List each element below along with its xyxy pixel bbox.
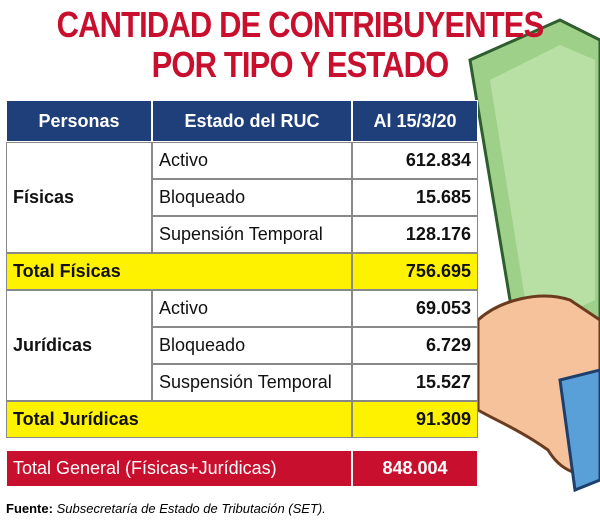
source-label: Fuente:	[6, 501, 53, 516]
group-name: Jurídicas	[6, 290, 152, 401]
total-label: Total Jurídicas	[6, 401, 352, 438]
status-cell: Suspensión Temporal	[152, 364, 352, 401]
header-cell: Estado del RUC	[152, 100, 352, 142]
status-cell: Bloqueado	[152, 179, 352, 216]
title-line: CANTIDAD DE CONTRIBUYENTES	[56, 4, 545, 45]
count-cell: 15.685	[352, 179, 478, 216]
group-name: Físicas	[6, 142, 152, 253]
count-cell: 128.176	[352, 216, 478, 253]
total-label: Total Físicas	[6, 253, 352, 290]
count-cell: 6.729	[352, 327, 478, 364]
source-text: Subsecretaría de Estado de Tributación (…	[56, 501, 326, 516]
count-cell: 612.834	[352, 142, 478, 179]
count-cell: 69.053	[352, 290, 478, 327]
status-cell: Supensión Temporal	[152, 216, 352, 253]
sleeve	[558, 368, 600, 493]
header-cell: Al 15/3/20	[352, 100, 478, 142]
source: Fuente: Subsecretaría de Estado de Tribu…	[6, 501, 326, 516]
grand-total-label: Total General (Físicas+Jurídicas)	[6, 450, 352, 487]
status-cell: Activo	[152, 290, 352, 327]
status-cell: Activo	[152, 142, 352, 179]
grand-total-value: 848.004	[352, 450, 478, 487]
total-value: 756.695	[352, 253, 478, 290]
status-cell: Bloqueado	[152, 327, 352, 364]
count-cell: 15.527	[352, 364, 478, 401]
title-line: POR TIPO Y ESTADO	[151, 44, 450, 85]
banknote-inner	[490, 45, 595, 330]
header-cell: Personas	[6, 100, 152, 142]
total-value: 91.309	[352, 401, 478, 438]
